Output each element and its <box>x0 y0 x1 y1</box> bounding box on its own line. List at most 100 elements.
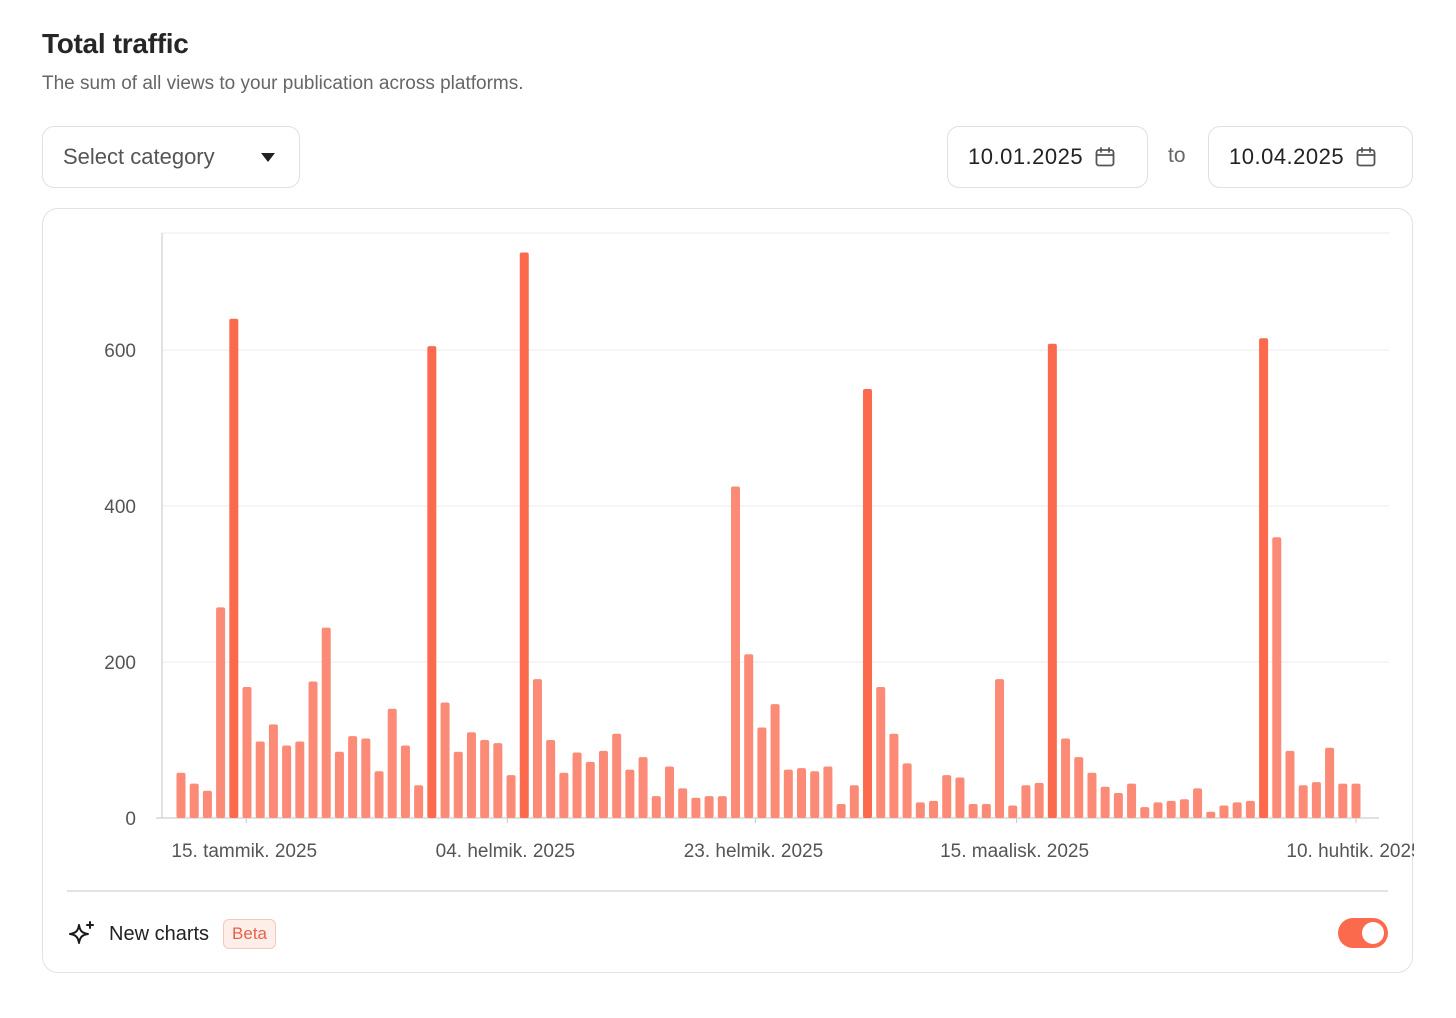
calendar-icon[interactable] <box>1093 145 1117 169</box>
bar[interactable] <box>1008 805 1018 818</box>
bar[interactable] <box>1245 800 1255 818</box>
bar[interactable] <box>268 724 278 818</box>
bar[interactable] <box>480 740 490 818</box>
bar[interactable] <box>876 686 886 818</box>
bar[interactable] <box>1153 802 1163 818</box>
bar[interactable] <box>1034 782 1044 818</box>
bar[interactable] <box>889 733 899 818</box>
bar[interactable] <box>638 757 648 818</box>
bar[interactable] <box>625 769 635 818</box>
bar[interactable] <box>981 803 991 818</box>
bar[interactable] <box>678 788 688 818</box>
bar[interactable] <box>849 785 859 818</box>
bar[interactable] <box>348 736 358 818</box>
bar[interactable] <box>902 763 912 818</box>
bar[interactable] <box>1087 772 1097 818</box>
bar[interactable] <box>440 702 450 818</box>
date-from-input[interactable]: 10.01.2025 <box>947 126 1148 188</box>
bar[interactable] <box>757 727 767 818</box>
calendar-icon[interactable] <box>1354 145 1378 169</box>
category-select[interactable]: Select category <box>42 126 300 188</box>
x-tick-label: 10. huhtik. 2025 <box>1286 841 1414 862</box>
bar[interactable] <box>1219 805 1229 818</box>
bar[interactable] <box>1206 811 1216 818</box>
new-charts-toggle[interactable] <box>1338 918 1388 948</box>
bar[interactable] <box>704 796 714 818</box>
bar[interactable] <box>427 346 437 818</box>
bar[interactable] <box>1179 799 1189 818</box>
bar[interactable] <box>783 769 793 818</box>
bar[interactable] <box>942 775 952 818</box>
bar[interactable] <box>1061 738 1071 818</box>
bar[interactable] <box>308 681 318 819</box>
bar[interactable] <box>1259 338 1269 818</box>
bar[interactable] <box>929 800 939 818</box>
bar[interactable] <box>334 751 344 818</box>
bar[interactable] <box>176 772 186 818</box>
bar[interactable] <box>664 766 674 818</box>
bar[interactable] <box>691 797 701 818</box>
bar[interactable] <box>189 783 199 818</box>
page-title: Total traffic <box>42 28 189 59</box>
bar[interactable] <box>414 785 424 818</box>
bar[interactable] <box>559 772 569 818</box>
bar[interactable] <box>1140 807 1150 818</box>
bar[interactable] <box>361 738 371 818</box>
bar[interactable] <box>770 704 780 818</box>
bar[interactable] <box>506 775 516 818</box>
bar[interactable] <box>400 745 410 818</box>
bar[interactable] <box>598 750 608 818</box>
bar[interactable] <box>374 771 384 818</box>
bar[interactable] <box>1232 802 1242 818</box>
bar[interactable] <box>242 686 252 818</box>
bar[interactable] <box>863 389 873 818</box>
bar[interactable] <box>387 708 397 818</box>
bar[interactable] <box>229 318 239 818</box>
bar[interactable] <box>1311 782 1321 818</box>
bar[interactable] <box>836 803 846 818</box>
bar[interactable] <box>1193 788 1203 818</box>
bar[interactable] <box>730 486 740 819</box>
bar[interactable] <box>572 752 582 818</box>
bar[interactable] <box>466 732 476 818</box>
date-to-input[interactable]: 10.04.2025 <box>1208 126 1413 188</box>
bar[interactable] <box>823 766 833 818</box>
bar[interactable] <box>612 733 622 818</box>
bar[interactable] <box>532 679 542 818</box>
bar[interactable] <box>585 761 595 818</box>
bar[interactable] <box>1351 783 1361 818</box>
bar[interactable] <box>1285 750 1295 818</box>
bar[interactable] <box>493 743 503 818</box>
bar[interactable] <box>282 745 292 818</box>
bar[interactable] <box>1047 343 1057 818</box>
bar[interactable] <box>453 751 463 818</box>
bar[interactable] <box>1325 747 1335 818</box>
bar[interactable] <box>1338 783 1348 818</box>
bar[interactable] <box>915 802 925 818</box>
bar[interactable] <box>717 796 727 818</box>
bar[interactable] <box>810 771 820 818</box>
bar[interactable] <box>1074 757 1084 818</box>
bar[interactable] <box>295 741 305 818</box>
date-to-value: 10.04.2025 <box>1229 144 1345 169</box>
bar[interactable] <box>1166 800 1176 818</box>
bar[interactable] <box>216 607 226 818</box>
bar[interactable] <box>202 790 212 818</box>
bar[interactable] <box>1113 793 1123 818</box>
bar[interactable] <box>1127 783 1137 818</box>
bar[interactable] <box>1298 785 1308 818</box>
bar[interactable] <box>1272 537 1282 818</box>
bar[interactable] <box>519 252 529 819</box>
page-subtitle: The sum of all views to your publication… <box>42 73 524 94</box>
bar[interactable] <box>995 679 1005 818</box>
bar[interactable] <box>1021 785 1031 818</box>
bar[interactable] <box>797 768 807 818</box>
bar[interactable] <box>546 740 556 818</box>
bar[interactable] <box>744 654 754 818</box>
bar[interactable] <box>255 741 265 818</box>
bar[interactable] <box>321 627 331 818</box>
bar[interactable] <box>651 796 661 818</box>
bar[interactable] <box>955 777 965 818</box>
bar[interactable] <box>1100 786 1110 818</box>
bar[interactable] <box>968 803 978 818</box>
